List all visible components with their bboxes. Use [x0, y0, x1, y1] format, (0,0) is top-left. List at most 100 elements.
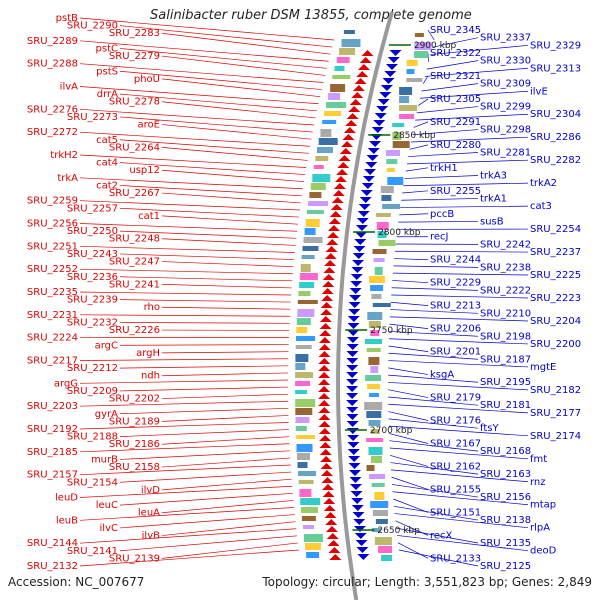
leader-line-right — [390, 309, 479, 314]
gene-arrow-left — [334, 176, 347, 182]
gene-arrow-right — [355, 540, 368, 546]
gene-arrow-left — [343, 127, 356, 133]
leader-line-left — [79, 131, 311, 147]
gene-label-right: SRU_2138 — [480, 515, 531, 526]
gene-label-left: SRU_2132 — [27, 561, 78, 572]
gene-label-right: SRU_2177 — [530, 408, 581, 419]
gene-label-right: recJ — [430, 232, 449, 243]
gene-arrow-left — [318, 428, 331, 434]
gene-arrow-left — [321, 477, 334, 483]
gene-arrow-right — [346, 372, 359, 378]
gene-arrow-right — [348, 309, 361, 315]
kbp-ticks: 2900 kbp 2850 kbp 2800 kbp 2750 kbp 2700 kbp… — [344, 41, 457, 536]
gene-label-left: SRU_2235 — [27, 287, 78, 298]
gene-label-left: SRU_2144 — [27, 538, 78, 549]
gene-label-left: ilvD — [141, 485, 160, 496]
feature-block — [295, 426, 307, 431]
gene-label-right: SRU_2286 — [530, 132, 581, 143]
gene-label-right: susB — [480, 216, 504, 227]
feature-block — [324, 111, 342, 116]
gene-label-left: SRU_2278 — [109, 97, 160, 108]
leader-line-right — [389, 433, 429, 444]
gene-arrow-right — [349, 477, 362, 483]
gene-label-right: SRU_2167 — [430, 438, 481, 449]
gene-arrow-left — [361, 50, 374, 56]
feature-track — [295, 30, 432, 561]
gene-label-right: SRU_2229 — [430, 278, 481, 289]
leader-line-right — [390, 454, 429, 467]
gene-label-left: leuB — [56, 515, 78, 526]
gene-arrow-left — [327, 232, 340, 238]
gene-label-left: SRU_2241 — [109, 279, 160, 290]
gene-arrow-left — [327, 225, 340, 231]
gene-label-left: SRU_2272 — [27, 127, 78, 138]
gene-arrow-right — [348, 302, 361, 308]
leader-line-left — [161, 192, 301, 204]
leader-line-left — [161, 55, 326, 76]
leader-line-left — [161, 521, 296, 536]
feature-block — [301, 255, 315, 259]
gene-label-left: pstB — [56, 13, 78, 24]
kbp-tick-label: 2750 kbp — [370, 326, 413, 336]
leader-line-right — [392, 280, 429, 284]
leader-line-left — [79, 86, 319, 105]
leader-line-left — [79, 245, 295, 253]
gene-arrow-right — [356, 547, 369, 553]
leader-line-right — [422, 75, 429, 84]
gene-arrow-right — [346, 337, 359, 343]
feature-block — [370, 429, 380, 434]
gene-label-left: cat2 — [96, 180, 118, 191]
gene-arrow-left — [349, 99, 362, 105]
gene-label-left: SRU_2185 — [27, 447, 78, 458]
feature-block — [315, 156, 329, 161]
leader-line-right — [388, 411, 429, 421]
leader-line-right — [388, 418, 479, 429]
gene-arrow-right — [347, 316, 360, 322]
gene-arrow-right — [348, 463, 361, 469]
gene-label-right: SRU_2168 — [480, 446, 531, 457]
leader-line-left — [161, 436, 290, 445]
gene-arrow-left — [319, 435, 332, 441]
leader-line-right — [388, 374, 479, 383]
feature-block — [308, 201, 329, 206]
leader-line-left — [119, 162, 306, 175]
gene-arrow-right — [348, 456, 361, 462]
gene-arrow-right — [346, 414, 359, 420]
leader-line-left — [119, 139, 309, 154]
gene-arrow-right — [352, 512, 365, 518]
feature-block — [378, 546, 392, 553]
leader-line-left — [161, 78, 321, 98]
gene-arrow-left — [320, 456, 333, 462]
leader-line-right — [388, 367, 429, 375]
gene-arrow-right — [380, 85, 393, 91]
feature-block — [377, 231, 387, 238]
left-leader-lines — [79, 17, 335, 567]
gene-arrow-right — [351, 498, 364, 504]
feature-block — [296, 336, 315, 341]
leader-line-left — [119, 344, 289, 346]
gene-arrow-left — [325, 526, 338, 532]
leader-line-left — [119, 492, 293, 506]
leader-line-left — [79, 379, 289, 384]
leader-line-left — [119, 230, 297, 239]
gene-arrow-left — [336, 169, 349, 175]
gene-arrow-left — [328, 218, 341, 224]
gene-label-right: SRU_2176 — [430, 416, 481, 427]
gene-arrow-left — [329, 554, 342, 560]
gene-arrow-left — [341, 141, 354, 147]
gene-label-left: SRU_2251 — [27, 241, 78, 252]
gene-label-left: SRU_2212 — [67, 363, 118, 374]
gene-label-left: SRU_2192 — [27, 424, 78, 435]
gene-arrow-right — [354, 533, 367, 539]
leader-line-left — [119, 207, 299, 218]
feature-block — [373, 510, 388, 516]
feature-block — [296, 435, 316, 439]
gene-label-left: SRU_2226 — [109, 325, 160, 336]
feature-block — [310, 183, 326, 190]
gene-label-left: SRU_2289 — [27, 36, 78, 47]
gene-arrow-left — [356, 71, 369, 77]
leader-line-left — [119, 70, 322, 90]
gene-label-left: ilvC — [100, 523, 118, 534]
leader-line-right — [388, 382, 529, 391]
leader-line-left — [79, 63, 324, 83]
